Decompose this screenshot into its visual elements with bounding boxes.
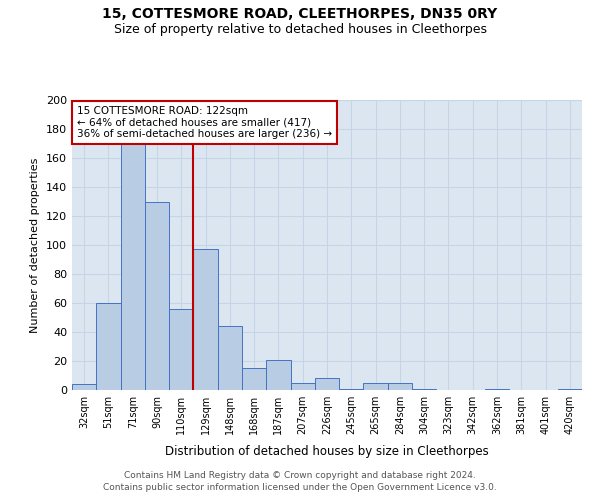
Bar: [145, 202, 169, 390]
Bar: [169, 309, 193, 390]
Bar: [96, 303, 121, 390]
Y-axis label: Number of detached properties: Number of detached properties: [31, 158, 40, 332]
Bar: [315, 378, 339, 390]
Bar: [485, 388, 509, 390]
Text: 15 COTTESMORE ROAD: 122sqm
← 64% of detached houses are smaller (417)
36% of sem: 15 COTTESMORE ROAD: 122sqm ← 64% of deta…: [77, 106, 332, 139]
Bar: [242, 368, 266, 390]
Bar: [121, 144, 145, 390]
X-axis label: Distribution of detached houses by size in Cleethorpes: Distribution of detached houses by size …: [165, 446, 489, 458]
Bar: [193, 250, 218, 390]
Bar: [388, 383, 412, 390]
Bar: [72, 384, 96, 390]
Bar: [290, 383, 315, 390]
Text: Contains HM Land Registry data © Crown copyright and database right 2024.: Contains HM Land Registry data © Crown c…: [124, 471, 476, 480]
Text: Contains public sector information licensed under the Open Government Licence v3: Contains public sector information licen…: [103, 484, 497, 492]
Bar: [364, 383, 388, 390]
Text: 15, COTTESMORE ROAD, CLEETHORPES, DN35 0RY: 15, COTTESMORE ROAD, CLEETHORPES, DN35 0…: [103, 8, 497, 22]
Bar: [339, 388, 364, 390]
Bar: [558, 388, 582, 390]
Bar: [266, 360, 290, 390]
Bar: [412, 388, 436, 390]
Text: Size of property relative to detached houses in Cleethorpes: Size of property relative to detached ho…: [113, 22, 487, 36]
Bar: [218, 326, 242, 390]
